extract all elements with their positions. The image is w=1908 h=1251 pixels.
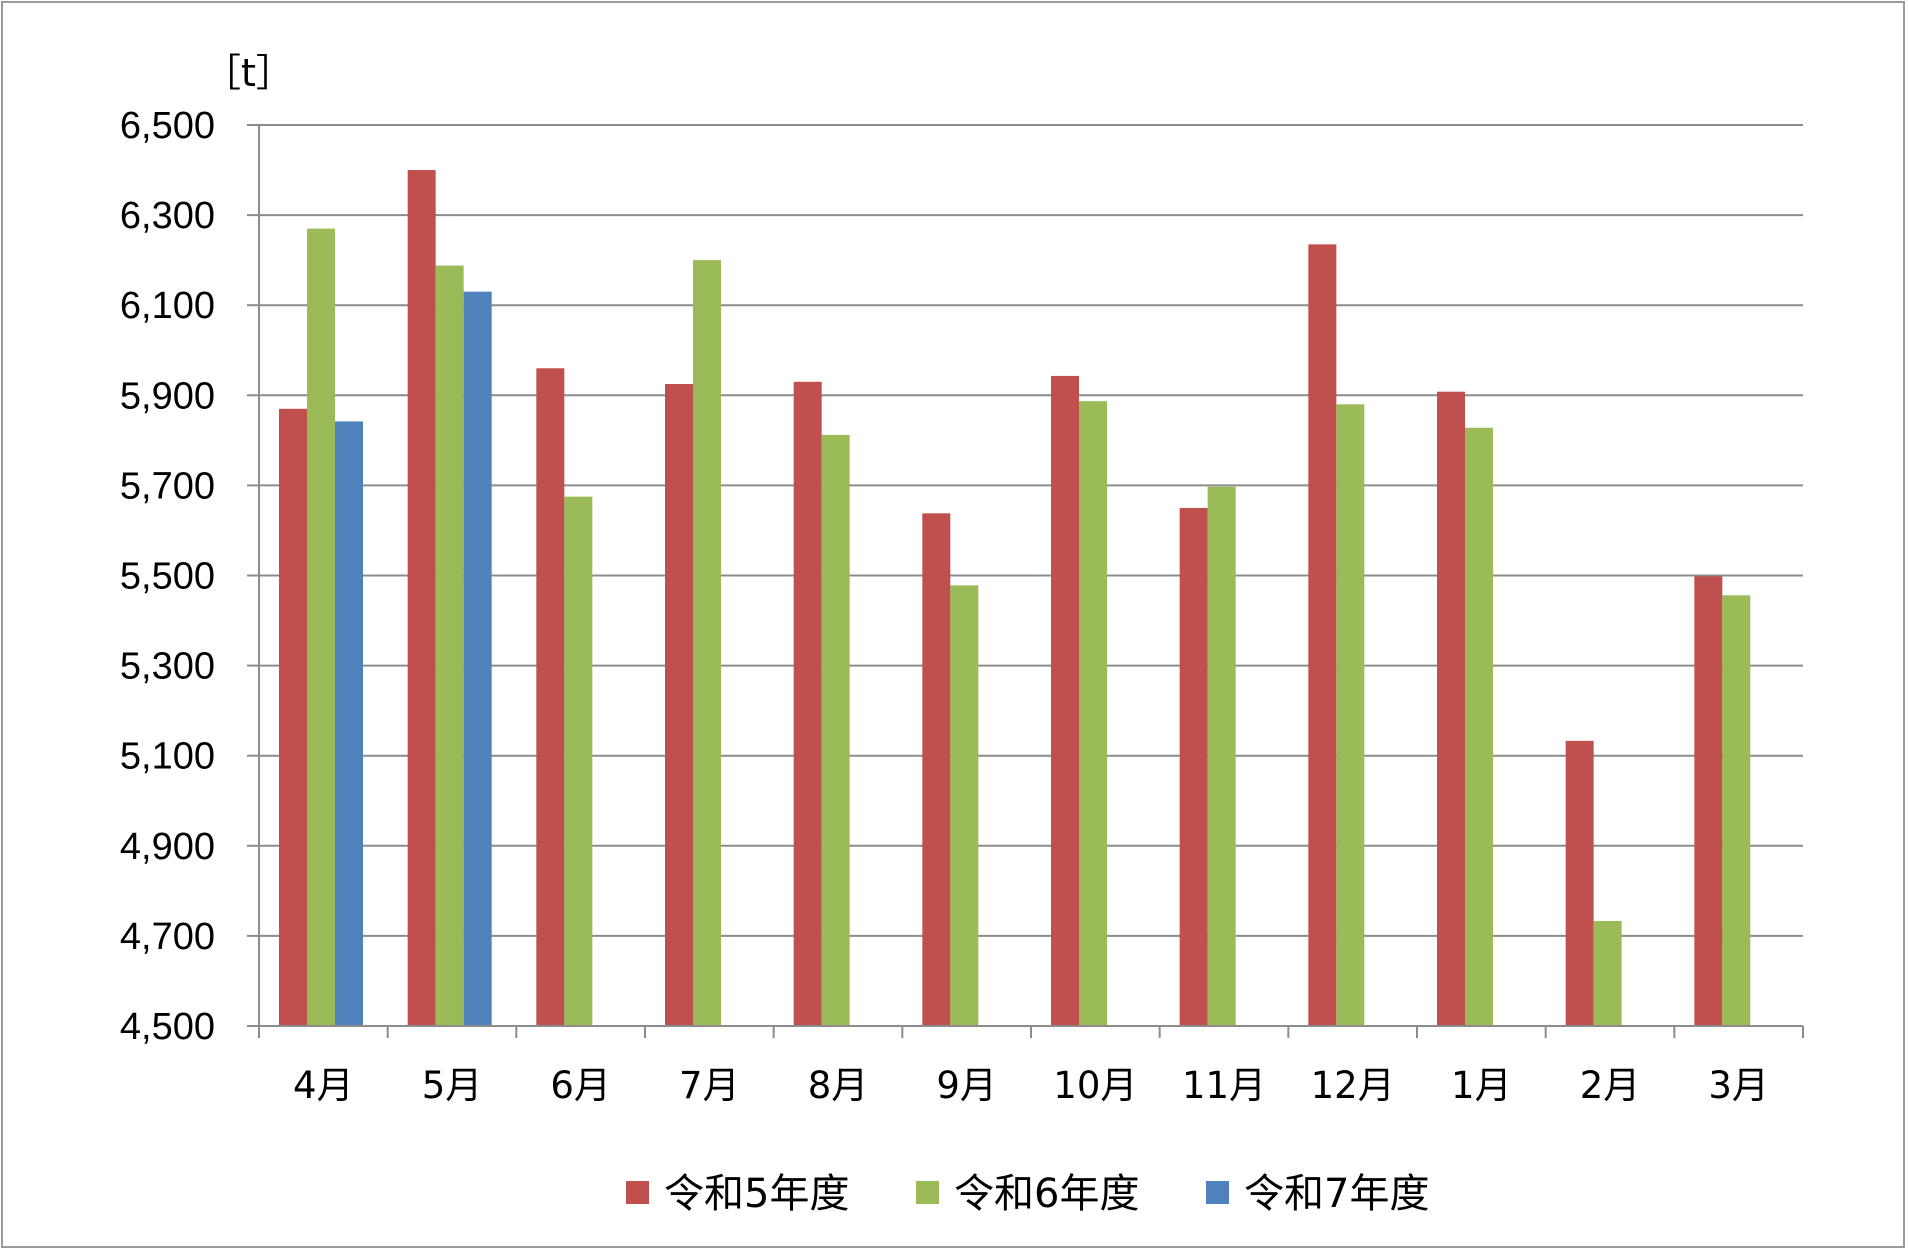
legend-label-2: 令和6年度	[954, 1171, 1139, 1217]
bar-2-8月	[821, 434, 850, 1027]
y-tick-label: 5,100	[120, 736, 215, 778]
bar-1-2月	[1565, 740, 1594, 1026]
legend-swatch-2	[916, 1181, 939, 1204]
axes	[247, 124, 1804, 1038]
x-tick-label: 11月	[1182, 1064, 1266, 1107]
bar-1-8月	[793, 381, 822, 1026]
x-tick-label: 8月	[808, 1064, 869, 1107]
bar-1-12月	[1308, 244, 1337, 1026]
bar-1-7月	[665, 384, 693, 1027]
bar-2-11月	[1207, 486, 1236, 1027]
bar-2-3月	[1722, 595, 1751, 1026]
y-tick-label: 4,900	[120, 826, 215, 868]
bar-1-4月	[279, 408, 307, 1026]
legend-label-3: 令和7年度	[1244, 1171, 1429, 1217]
legend: 令和5年度 令和6年度 令和7年度	[626, 1171, 1429, 1217]
y-tick-label: 6,100	[120, 285, 215, 327]
y-tick-label: 4,700	[120, 916, 215, 958]
x-tick-label: 1月	[1451, 1064, 1512, 1107]
bar-1-6月	[536, 368, 565, 1026]
bar-1-1月	[1437, 391, 1465, 1026]
bar-1-10月	[1051, 375, 1079, 1027]
y-axis-unit-label: ［t］	[203, 51, 294, 95]
bar-2-12月	[1336, 404, 1365, 1026]
x-tick-label: 5月	[422, 1064, 483, 1107]
x-tick-label: 7月	[679, 1064, 740, 1107]
bar-2-10月	[1079, 401, 1107, 1026]
bar-2-7月	[693, 260, 721, 1026]
x-tick-label: 6月	[550, 1064, 611, 1107]
y-tick-label: 5,500	[120, 556, 215, 598]
bar-2-1月	[1465, 427, 1493, 1027]
bar-2-2月	[1593, 921, 1622, 1026]
y-tick-label: 5,300	[120, 646, 215, 688]
bar-1-5月	[407, 170, 436, 1027]
legend-swatch-1	[626, 1181, 649, 1204]
y-tick-label: 6,500	[120, 105, 215, 147]
bar-2-6月	[564, 496, 593, 1027]
bar-1-11月	[1179, 507, 1208, 1026]
y-tick-label: 5,700	[120, 465, 215, 507]
y-tick-label: 5,900	[120, 375, 215, 417]
x-tick-label: 10月	[1053, 1064, 1137, 1107]
x-tick-label: 12月	[1311, 1064, 1395, 1107]
bar-3-5月	[463, 291, 492, 1026]
bar-1-9月	[922, 513, 951, 1026]
legend-swatch-3	[1206, 1181, 1229, 1204]
y-axis-tick-labels: 6,500 6,300 6,100 5,900 5,700 5,500 5,300 5,100…	[120, 105, 215, 1048]
x-tick-label: 9月	[936, 1064, 997, 1107]
gridlines	[259, 124, 1803, 937]
bar-chart: 6,500 6,300 6,100 5,900 5,700 5,500 5,300 5,100…	[120, 51, 1804, 1217]
bar-3-4月	[335, 421, 363, 1027]
bar-2-9月	[950, 585, 979, 1026]
y-tick-label: 4,500	[120, 1006, 215, 1048]
x-tick-label: 3月	[1708, 1064, 1769, 1107]
y-tick-label: 6,300	[120, 195, 215, 237]
x-axis-tick-labels: 4月 5月 6月 7月 8月 9月 10月 11月 12月 1月 2月 3月	[293, 1064, 1769, 1107]
bars	[279, 170, 1751, 1027]
legend-label-1: 令和5年度	[664, 1171, 849, 1217]
bar-2-4月	[307, 228, 335, 1027]
bar-1-3月	[1694, 576, 1723, 1026]
bar-2-5月	[435, 265, 464, 1026]
x-tick-label: 4月	[293, 1064, 354, 1107]
x-tick-label: 2月	[1580, 1064, 1641, 1107]
